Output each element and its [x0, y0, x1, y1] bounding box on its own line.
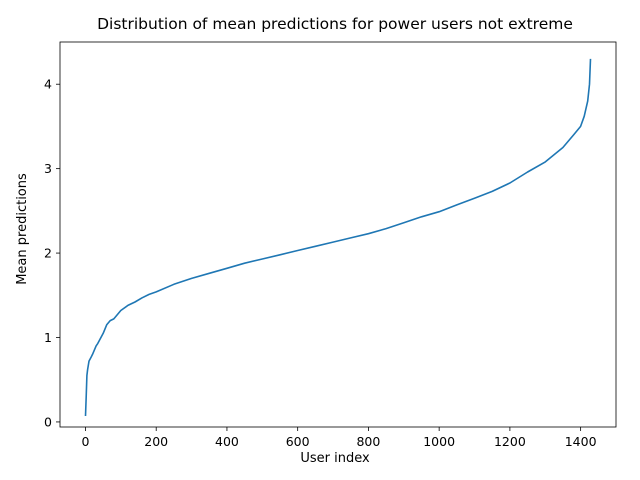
y-tick-label: 1	[44, 330, 52, 345]
y-tick-label: 4	[44, 77, 52, 92]
chart-title: Distribution of mean predictions for pow…	[97, 15, 573, 33]
x-tick-label: 400	[215, 434, 239, 449]
y-axis: 0 1 2 3 4	[44, 77, 60, 429]
y-tick-label: 0	[44, 414, 52, 429]
x-axis-label: User index	[300, 451, 370, 466]
x-tick-label: 800	[356, 434, 380, 449]
y-tick-label: 3	[44, 161, 52, 176]
plot-frame	[59, 41, 617, 428]
x-tick-label: 1000	[423, 434, 455, 449]
x-tick-label: 1400	[565, 434, 597, 449]
plot-area	[84, 58, 592, 417]
x-tick-label: 600	[286, 434, 310, 449]
y-axis-label: Mean predictions	[15, 173, 30, 285]
x-tick-label: 1200	[494, 434, 526, 449]
x-tick-label: 200	[144, 434, 168, 449]
x-tick-label: 0	[81, 434, 89, 449]
x-axis: 0 200 400 600 800 1000 1200 1400	[81, 427, 597, 449]
y-tick-label: 2	[44, 246, 52, 261]
series-line	[84, 58, 592, 417]
